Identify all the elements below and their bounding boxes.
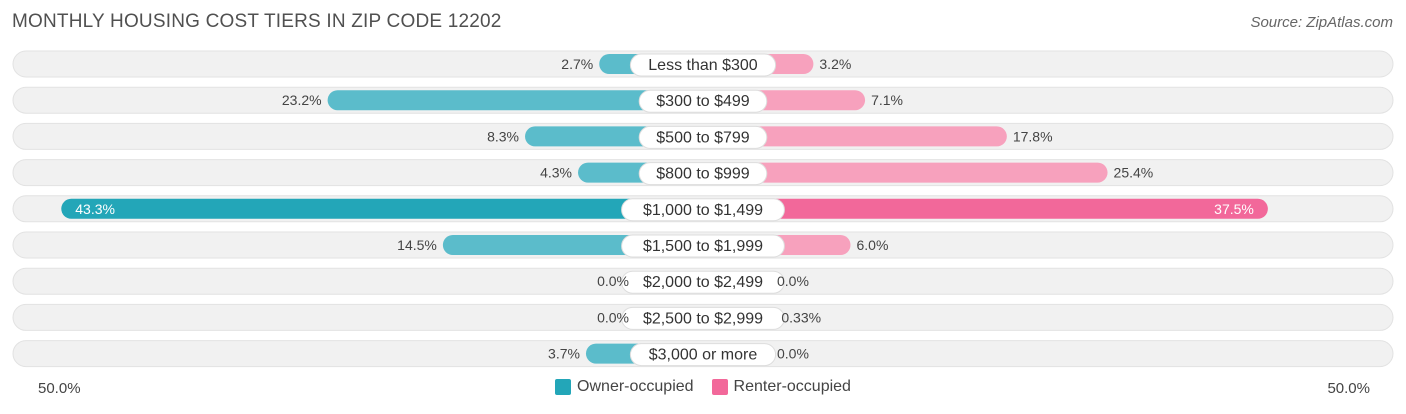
legend-item-owner: Owner-occupied: [555, 378, 694, 396]
category-label: $3,000 or more: [649, 347, 758, 364]
renter-value-label: 25.4%: [1114, 165, 1154, 181]
category-label: Less than $300: [648, 57, 758, 74]
category-pill: [621, 234, 785, 258]
category-label: $2,000 to $2,499: [643, 274, 763, 291]
category-pill: [621, 198, 785, 222]
renter-value-label: 3.2%: [819, 56, 851, 72]
owner-value-label: 3.7%: [548, 346, 580, 362]
category-pill: [621, 306, 785, 330]
axis-left-label: 50.0%: [38, 380, 81, 397]
legend-label-owner: Owner-occupied: [577, 378, 694, 395]
renter-value-label: 17.8%: [1013, 128, 1053, 144]
category-label: $2,500 to $2,999: [643, 310, 763, 327]
renter-bar: [703, 126, 1007, 147]
owner-bar: [61, 198, 703, 219]
owner-value-label: 4.3%: [540, 165, 572, 181]
legend-swatch-owner: [555, 379, 572, 395]
category-label: $500 to $799: [656, 129, 750, 146]
renter-value-label: 37.5%: [1214, 201, 1254, 217]
owner-value-label: 14.5%: [397, 237, 437, 253]
renter-value-label: 0.0%: [777, 346, 809, 362]
category-label: $1,500 to $1,999: [643, 238, 763, 255]
owner-bar: [327, 90, 703, 111]
category-label: $800 to $999: [656, 166, 750, 183]
renter-value-label: 7.1%: [871, 92, 903, 108]
legend-item-renter: Renter-occupied: [711, 378, 851, 396]
category-pill: [629, 343, 777, 367]
category-pill: [638, 89, 768, 113]
owner-value-label: 43.3%: [75, 201, 115, 217]
renter-bar: [703, 198, 1268, 219]
owner-value-label: 0.0%: [597, 309, 629, 325]
legend-label-renter: Renter-occupied: [733, 378, 851, 395]
category-label: $300 to $499: [656, 93, 750, 110]
chart-source: Source: ZipAtlas.com: [1250, 14, 1393, 31]
owner-value-label: 8.3%: [487, 128, 519, 144]
category-pill: [629, 53, 777, 77]
renter-value-label: 0.0%: [777, 273, 809, 289]
renter-value-label: 6.0%: [857, 237, 889, 253]
category-pill: [638, 125, 768, 149]
renter-value-label: 0.33%: [781, 309, 821, 325]
renter-bar: [703, 162, 1108, 183]
axis-right-label: 50.0%: [1327, 380, 1370, 397]
owner-value-label: 2.7%: [561, 56, 593, 72]
legend: Owner-occupied Renter-occupied: [0, 378, 1406, 396]
chart-title: MONTHLY HOUSING COST TIERS IN ZIP CODE 1…: [12, 11, 502, 32]
owner-value-label: 23.2%: [282, 92, 322, 108]
owner-value-label: 0.0%: [597, 273, 629, 289]
category-pill: [621, 270, 785, 294]
category-label: $1,000 to $1,499: [643, 202, 763, 219]
legend-swatch-renter: [711, 379, 728, 395]
category-pill: [638, 162, 768, 186]
